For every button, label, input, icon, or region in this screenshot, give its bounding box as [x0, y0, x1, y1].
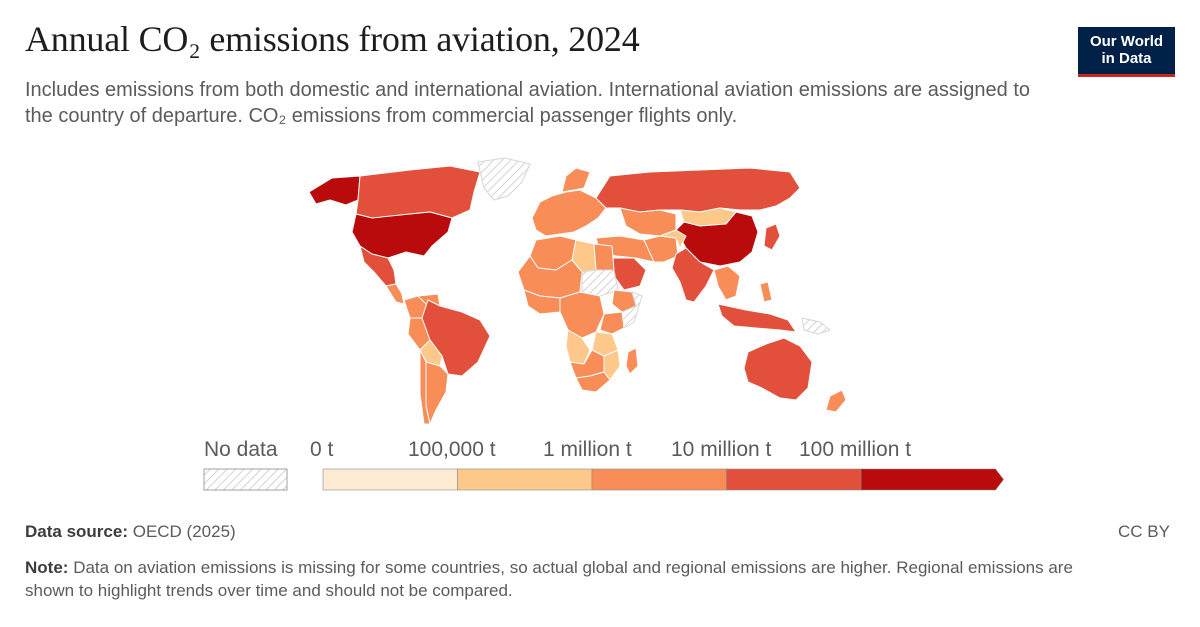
region-kazakhstan[interactable]: [619, 207, 677, 237]
legend-swatch[interactable]: [591, 468, 727, 491]
region-chile[interactable]: [419, 349, 431, 425]
region-indonesia[interactable]: [717, 303, 797, 333]
owid-logo[interactable]: Our World in Data: [1078, 27, 1175, 77]
region-sudan[interactable]: [581, 269, 619, 297]
chart-title: Annual CO₂ emissions from aviation, 2024: [25, 19, 640, 59]
region-alaska[interactable]: [308, 175, 361, 206]
region-afghanistan[interactable]: [659, 229, 687, 249]
legend-bin-label: 0 t: [310, 438, 334, 461]
legend-swatch[interactable]: [457, 468, 593, 491]
note-label: Note:: [25, 558, 69, 577]
region-kenya[interactable]: [599, 311, 625, 335]
region-new-zealand[interactable]: [825, 389, 847, 413]
region-south-africa[interactable]: [575, 371, 611, 393]
region-southeast-asia[interactable]: [713, 265, 741, 301]
region-canada[interactable]: [355, 165, 481, 219]
legend-no-data-label: No data: [204, 438, 278, 461]
data-source: Data source: OECD (2025): [25, 522, 236, 542]
legend-bin-label: 1 million t: [543, 438, 632, 461]
region-greenland[interactable]: [477, 157, 531, 201]
region-australia[interactable]: [743, 337, 813, 401]
region-scandinavia[interactable]: [561, 167, 591, 193]
logo-line-2: in Data: [1101, 50, 1152, 67]
region-europe[interactable]: [531, 189, 607, 237]
region-russia[interactable]: [595, 167, 801, 213]
chart-subtitle: Includes emissions from both domestic an…: [25, 79, 1030, 127]
legend: [203, 468, 1004, 491]
region-brazil[interactable]: [421, 299, 491, 377]
legend-swatch[interactable]: [726, 468, 862, 491]
license-link[interactable]: CC BY: [1118, 522, 1170, 541]
region-egypt[interactable]: [593, 243, 615, 271]
region-india[interactable]: [671, 247, 715, 303]
region-central-america[interactable]: [385, 283, 405, 305]
legend-swatch[interactable]: [322, 468, 458, 491]
logo-line-1: Our World: [1089, 33, 1164, 50]
region-central-africa[interactable]: [559, 291, 605, 339]
region-png[interactable]: [801, 317, 831, 335]
region-philippines[interactable]: [759, 281, 773, 303]
legend-bin-label: 100,000 t: [408, 438, 496, 461]
data-source-value[interactable]: OECD (2025): [132, 522, 236, 541]
data-source-label: Data source:: [25, 522, 128, 541]
legend-bin-label: 10 million t: [671, 438, 772, 461]
region-argentina[interactable]: [425, 361, 449, 425]
footer-note: Note: Data on aviation emissions is miss…: [25, 556, 1105, 602]
note-text: Data on aviation emissions is missing fo…: [25, 558, 1073, 600]
region-madagascar[interactable]: [625, 347, 639, 375]
legend-swatch[interactable]: [860, 468, 1004, 491]
legend-bin-label: 100 million t: [799, 438, 912, 461]
legend-no-data-swatch: [203, 468, 288, 491]
region-japan[interactable]: [763, 223, 781, 251]
